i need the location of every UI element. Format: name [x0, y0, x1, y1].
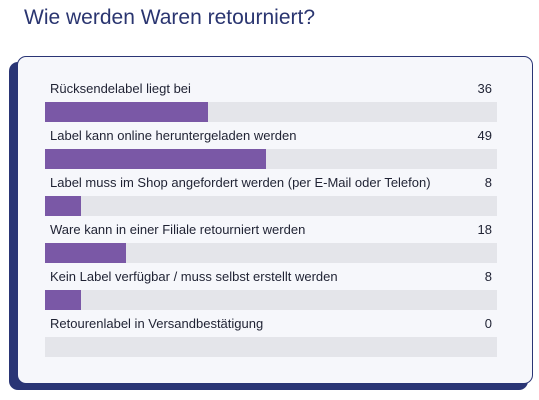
bar-value-label: 0	[484, 316, 492, 331]
bar-track	[45, 290, 497, 310]
chart-title: Wie werden Waren retourniert?	[24, 6, 316, 29]
bar-label: Label muss im Shop angefordert werden (p…	[50, 175, 431, 190]
bar-label: Retourenlabel in Versandbestätigung	[50, 316, 264, 331]
bar-value-label: 18	[477, 222, 492, 237]
bar-label: Kein Label verfügbar / muss selbst erste…	[50, 269, 338, 284]
bar-track	[45, 196, 497, 216]
bar-label: Label kann online heruntergeladen werden	[50, 128, 297, 143]
bar-value-label: 49	[477, 128, 492, 143]
bar-value-label: 8	[484, 269, 492, 284]
bar	[45, 196, 82, 216]
bar-row: Kein Label verfügbar / muss selbst erste…	[45, 267, 497, 314]
bar-track	[45, 102, 497, 122]
bar-value-label: 8	[484, 175, 492, 190]
bar-row: Retourenlabel in Versandbestätigung 0	[45, 314, 497, 361]
bar	[45, 243, 127, 263]
bar-label: Rücksendelabel liegt bei	[50, 81, 191, 96]
bar	[45, 290, 82, 310]
bar-label: Ware kann in einer Filiale retourniert w…	[50, 222, 306, 237]
bar-rows: Rücksendelabel liegt bei 36 Label kann onl…	[45, 79, 497, 361]
bar-track	[45, 149, 497, 169]
bar-track	[45, 337, 497, 357]
bar	[45, 102, 208, 122]
bar-row: Rücksendelabel liegt bei 36	[45, 79, 497, 126]
bar-value-label: 36	[477, 81, 492, 96]
bar	[45, 149, 267, 169]
bar-track	[45, 243, 497, 263]
bar-row: Ware kann in einer Filiale retourniert w…	[45, 220, 497, 267]
bar-row: Label muss im Shop angefordert werden (p…	[45, 173, 497, 220]
bar-row: Label kann online heruntergeladen werden…	[45, 126, 497, 173]
chart-card: Rücksendelabel liegt bei 36 Label kann onl…	[17, 56, 533, 384]
